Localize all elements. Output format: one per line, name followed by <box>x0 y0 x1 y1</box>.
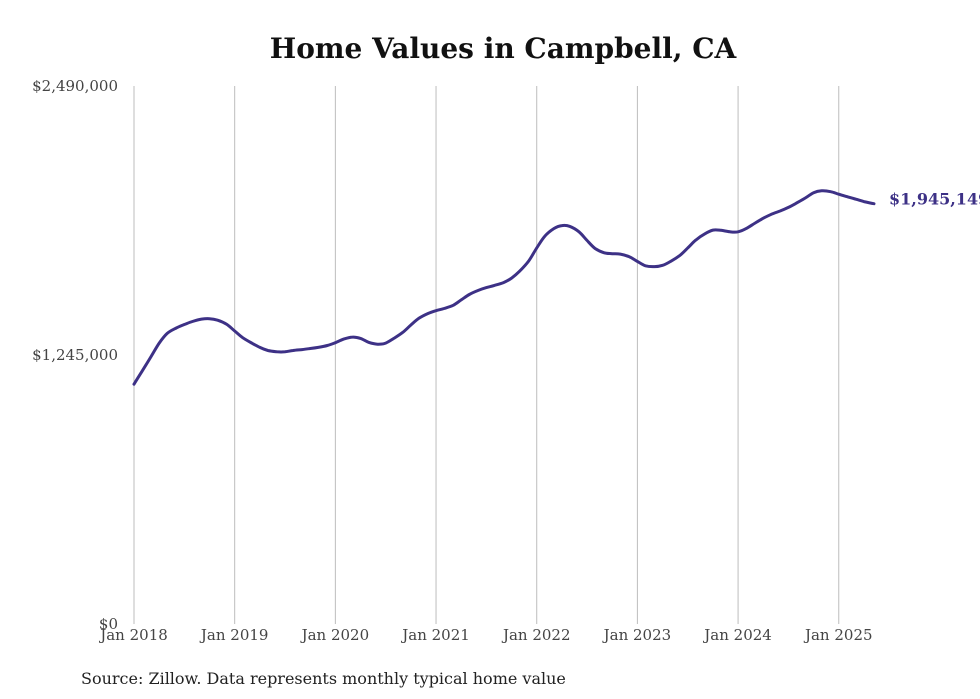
y-tick-label: $0 <box>99 615 118 633</box>
x-tick-label: Jan 2024 <box>702 626 772 644</box>
x-tick-label: Jan 2020 <box>300 626 370 644</box>
vertical-gridlines <box>133 86 840 624</box>
y-tick-label: $2,490,000 <box>32 77 118 95</box>
x-axis-tick-labels: Jan 2018 Jan 2019 Jan 2020 Jan 2021 Jan 2022… <box>98 626 872 644</box>
home-value-series-line <box>132 189 876 386</box>
y-tick-label: $1,245,000 <box>32 346 118 364</box>
end-value-label: $1,945,149 <box>889 190 980 209</box>
x-tick-label: Jan 2019 <box>199 626 269 644</box>
x-tick-label: Jan 2018 <box>98 626 168 644</box>
x-tick-label: Jan 2025 <box>803 626 873 644</box>
y-axis-tick-labels: $0 $1,245,000 $2,490,000 <box>32 77 118 633</box>
chart-title: Home Values in Campbell, CA <box>270 32 738 65</box>
x-tick-label: Jan 2022 <box>501 626 571 644</box>
x-tick-label: Jan 2021 <box>400 626 470 644</box>
source-note: Source: Zillow. Data represents monthly … <box>81 669 566 688</box>
x-tick-label: Jan 2023 <box>602 626 672 644</box>
